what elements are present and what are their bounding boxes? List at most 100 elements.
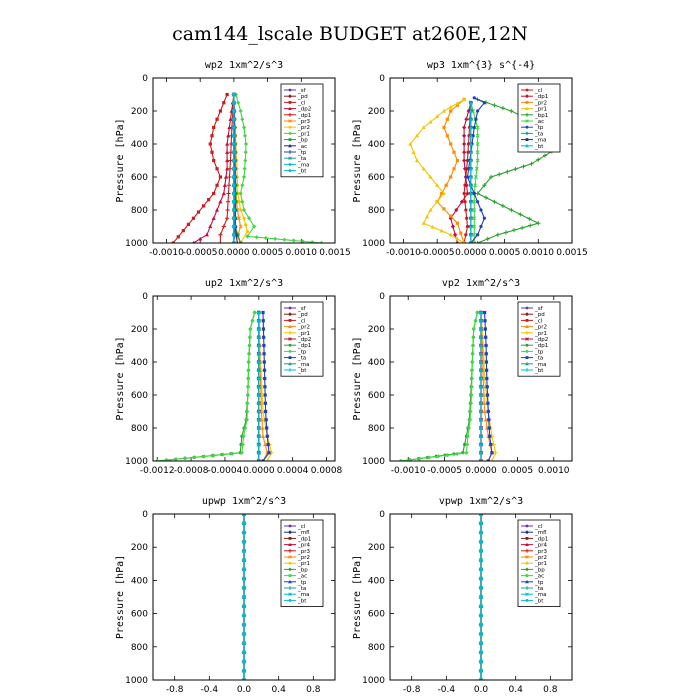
- y-tick-label: 200: [368, 543, 385, 553]
- series-point: [462, 97, 467, 102]
- legend-label: _bt: [534, 598, 544, 604]
- legend-label: _tp: [534, 580, 544, 586]
- series-point: [242, 650, 246, 654]
- legend-marker: [525, 312, 529, 317]
- series-point: [201, 204, 206, 208]
- series-point: [469, 240, 473, 243]
- y-tick-label: 400: [131, 358, 148, 368]
- legend-marker: [288, 542, 292, 546]
- y-tick-label: 0: [379, 74, 385, 84]
- series-point: [186, 222, 190, 227]
- legend-label: _dp1: [534, 343, 548, 349]
- series-point: [242, 613, 246, 618]
- legend-label: _bt: [534, 144, 544, 150]
- series-point: [227, 174, 232, 180]
- series-point: [479, 641, 483, 645]
- x-tick-label: 0.0010: [286, 248, 318, 258]
- legend-marker: [288, 574, 292, 577]
- series-point: [226, 191, 231, 196]
- series-line: [193, 94, 235, 243]
- series-point: [291, 238, 296, 243]
- series-point: [252, 224, 257, 229]
- series-line: [157, 312, 256, 461]
- series-line: [436, 99, 465, 243]
- series-point: [242, 133, 248, 138]
- series-point: [468, 150, 473, 154]
- series-point: [468, 174, 473, 179]
- series-point: [465, 158, 470, 163]
- series-point: [478, 434, 484, 439]
- series-point: [478, 442, 484, 447]
- series-point: [231, 183, 236, 188]
- series-point: [462, 133, 467, 138]
- series-point: [435, 199, 440, 204]
- legend-marker: [525, 599, 529, 602]
- series-point: [240, 117, 245, 122]
- legend-marker: [525, 337, 529, 341]
- legend-label: _dp2: [534, 337, 548, 343]
- legend-marker: [525, 94, 529, 99]
- legend-label: _tp: [297, 349, 307, 355]
- y-tick-label: 0: [379, 292, 385, 302]
- plot-area: [155, 310, 274, 461]
- series-point: [478, 409, 484, 414]
- series-point: [263, 442, 268, 447]
- series-point: [421, 125, 426, 130]
- series-point: [256, 368, 261, 373]
- y-tick-label: 400: [368, 140, 385, 150]
- series-point: [529, 161, 534, 166]
- legend-marker: [288, 368, 292, 372]
- series-point: [242, 576, 246, 581]
- series-point: [231, 141, 236, 147]
- series-point: [164, 457, 169, 461]
- legend-label: _dp1: [297, 113, 311, 119]
- series-point: [462, 166, 468, 171]
- series-point: [256, 310, 261, 315]
- chart-panel-2: wp3 1xm^{3} s^{-4} Pressure [hPa] 0 200 400 6…: [352, 60, 588, 258]
- y-tick-label: 800: [131, 206, 148, 216]
- series-point: [210, 134, 214, 138]
- series-point: [242, 669, 246, 673]
- series-point: [475, 133, 480, 138]
- series-point: [282, 237, 287, 242]
- legend: _cl_mfl_dp1_pr4_pr3_pr2_pr1_bp_ac_tp_ta_…: [517, 519, 561, 607]
- series-point: [483, 310, 487, 315]
- legend-marker: [288, 324, 292, 328]
- legend-marker: [288, 131, 292, 136]
- legend-marker: [525, 131, 529, 136]
- legend-label: _ac: [297, 144, 307, 150]
- legend-label: _pr2: [534, 555, 547, 561]
- series-point: [398, 458, 404, 461]
- series-point: [215, 183, 219, 187]
- legend-label: _dp1: [534, 536, 548, 542]
- series-point: [468, 224, 473, 229]
- series-point: [176, 235, 180, 239]
- series-point: [231, 174, 236, 180]
- legend-marker: [525, 561, 529, 565]
- x-tick-label: -0.0010: [386, 248, 421, 258]
- series-point: [263, 393, 267, 397]
- series-point: [256, 384, 261, 389]
- x-tick-label: -0.0004: [208, 466, 243, 476]
- legend-marker: [288, 88, 292, 92]
- series-point: [265, 434, 269, 438]
- y-tick-label: 200: [368, 325, 385, 335]
- series-point: [236, 100, 241, 105]
- series-point: [225, 199, 231, 204]
- series-point: [408, 141, 413, 146]
- x-tick-label: 0.0005: [489, 248, 521, 258]
- y-tick-label: 600: [368, 173, 385, 183]
- series-point: [468, 183, 473, 187]
- series-point: [246, 216, 252, 221]
- series-point: [468, 141, 473, 146]
- y-tick-label: 600: [131, 391, 148, 401]
- series-point: [479, 558, 483, 562]
- series-point: [231, 108, 236, 114]
- series-point: [256, 335, 261, 340]
- plot-frame: [389, 295, 573, 462]
- series-point: [242, 586, 246, 590]
- series-point: [469, 368, 475, 373]
- series-point: [231, 191, 236, 196]
- series-point: [454, 451, 460, 457]
- legend-marker: [288, 330, 292, 335]
